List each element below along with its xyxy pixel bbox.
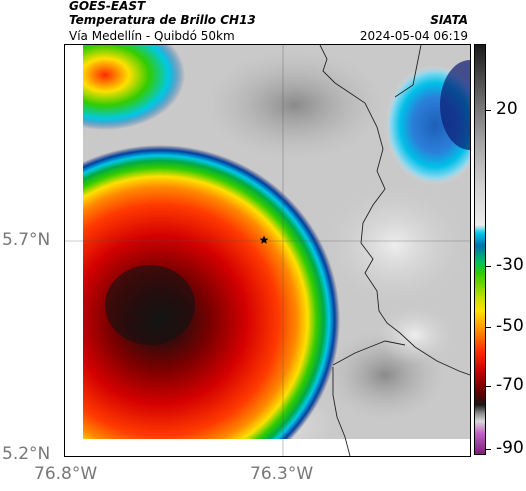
location-subtitle: Vía Medellín - Quibdó 50km bbox=[69, 29, 235, 43]
colorbar-label-minus-70: -70 bbox=[496, 375, 524, 395]
colorbar-label-minus-90: -90 bbox=[496, 438, 524, 458]
colorbar-label-minus-50: -50 bbox=[496, 316, 524, 336]
latitude-label-5-2: 5.2°N bbox=[2, 444, 51, 464]
star-icon bbox=[259, 235, 269, 244]
organization-label: SIATA bbox=[430, 13, 468, 27]
timestamp-label: 2024-05-04 06:19 bbox=[359, 29, 468, 43]
brightness-temperature-map bbox=[64, 44, 471, 457]
convective-storm-core bbox=[65, 145, 340, 456]
longitude-label-76-8: 76.8°W bbox=[34, 464, 98, 484]
colorbar-label-20: 20 bbox=[496, 99, 518, 119]
department-border bbox=[319, 45, 470, 376]
northwest-cloud-cell bbox=[65, 45, 185, 130]
longitude-label-76-3: 76.3°W bbox=[250, 464, 314, 484]
temperature-colorbar bbox=[474, 44, 486, 455]
product-title: Temperatura de Brillo CH13 bbox=[69, 13, 256, 27]
colorbar-label-minus-30: -30 bbox=[496, 255, 524, 275]
satellite-title: GOES-EAST bbox=[69, 0, 146, 13]
latitude-label-5-7: 5.7°N bbox=[2, 230, 51, 250]
map-canvas bbox=[65, 45, 470, 456]
